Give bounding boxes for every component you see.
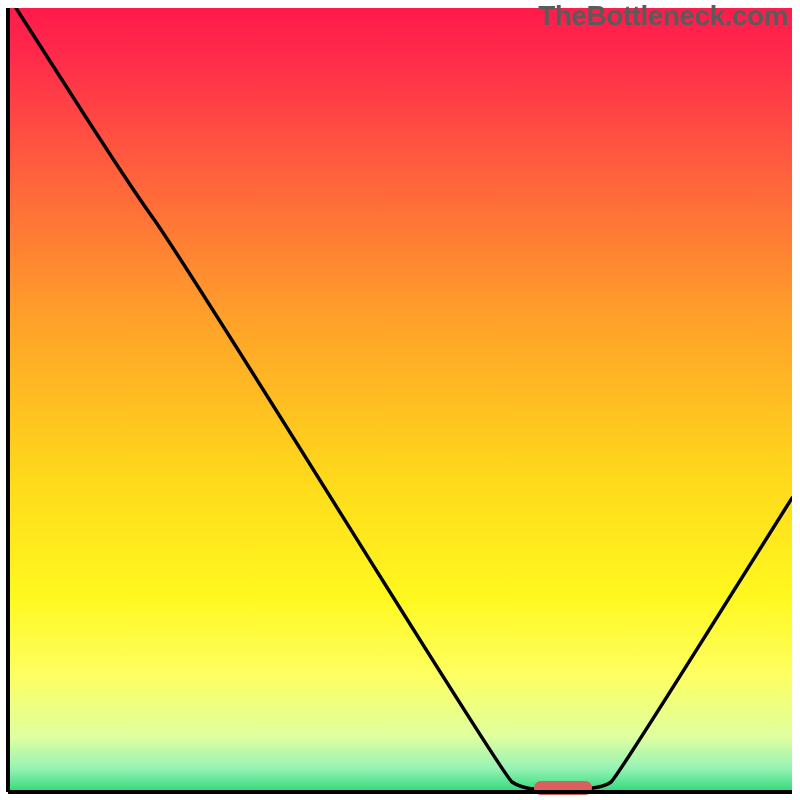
watermark-text: TheBottleneck.com [538,0,788,32]
bottleneck-curve [8,8,792,792]
bottleneck-chart: TheBottleneck.com [0,0,800,800]
y-axis [6,8,10,792]
x-axis [8,790,792,794]
curve-path [16,8,792,790]
